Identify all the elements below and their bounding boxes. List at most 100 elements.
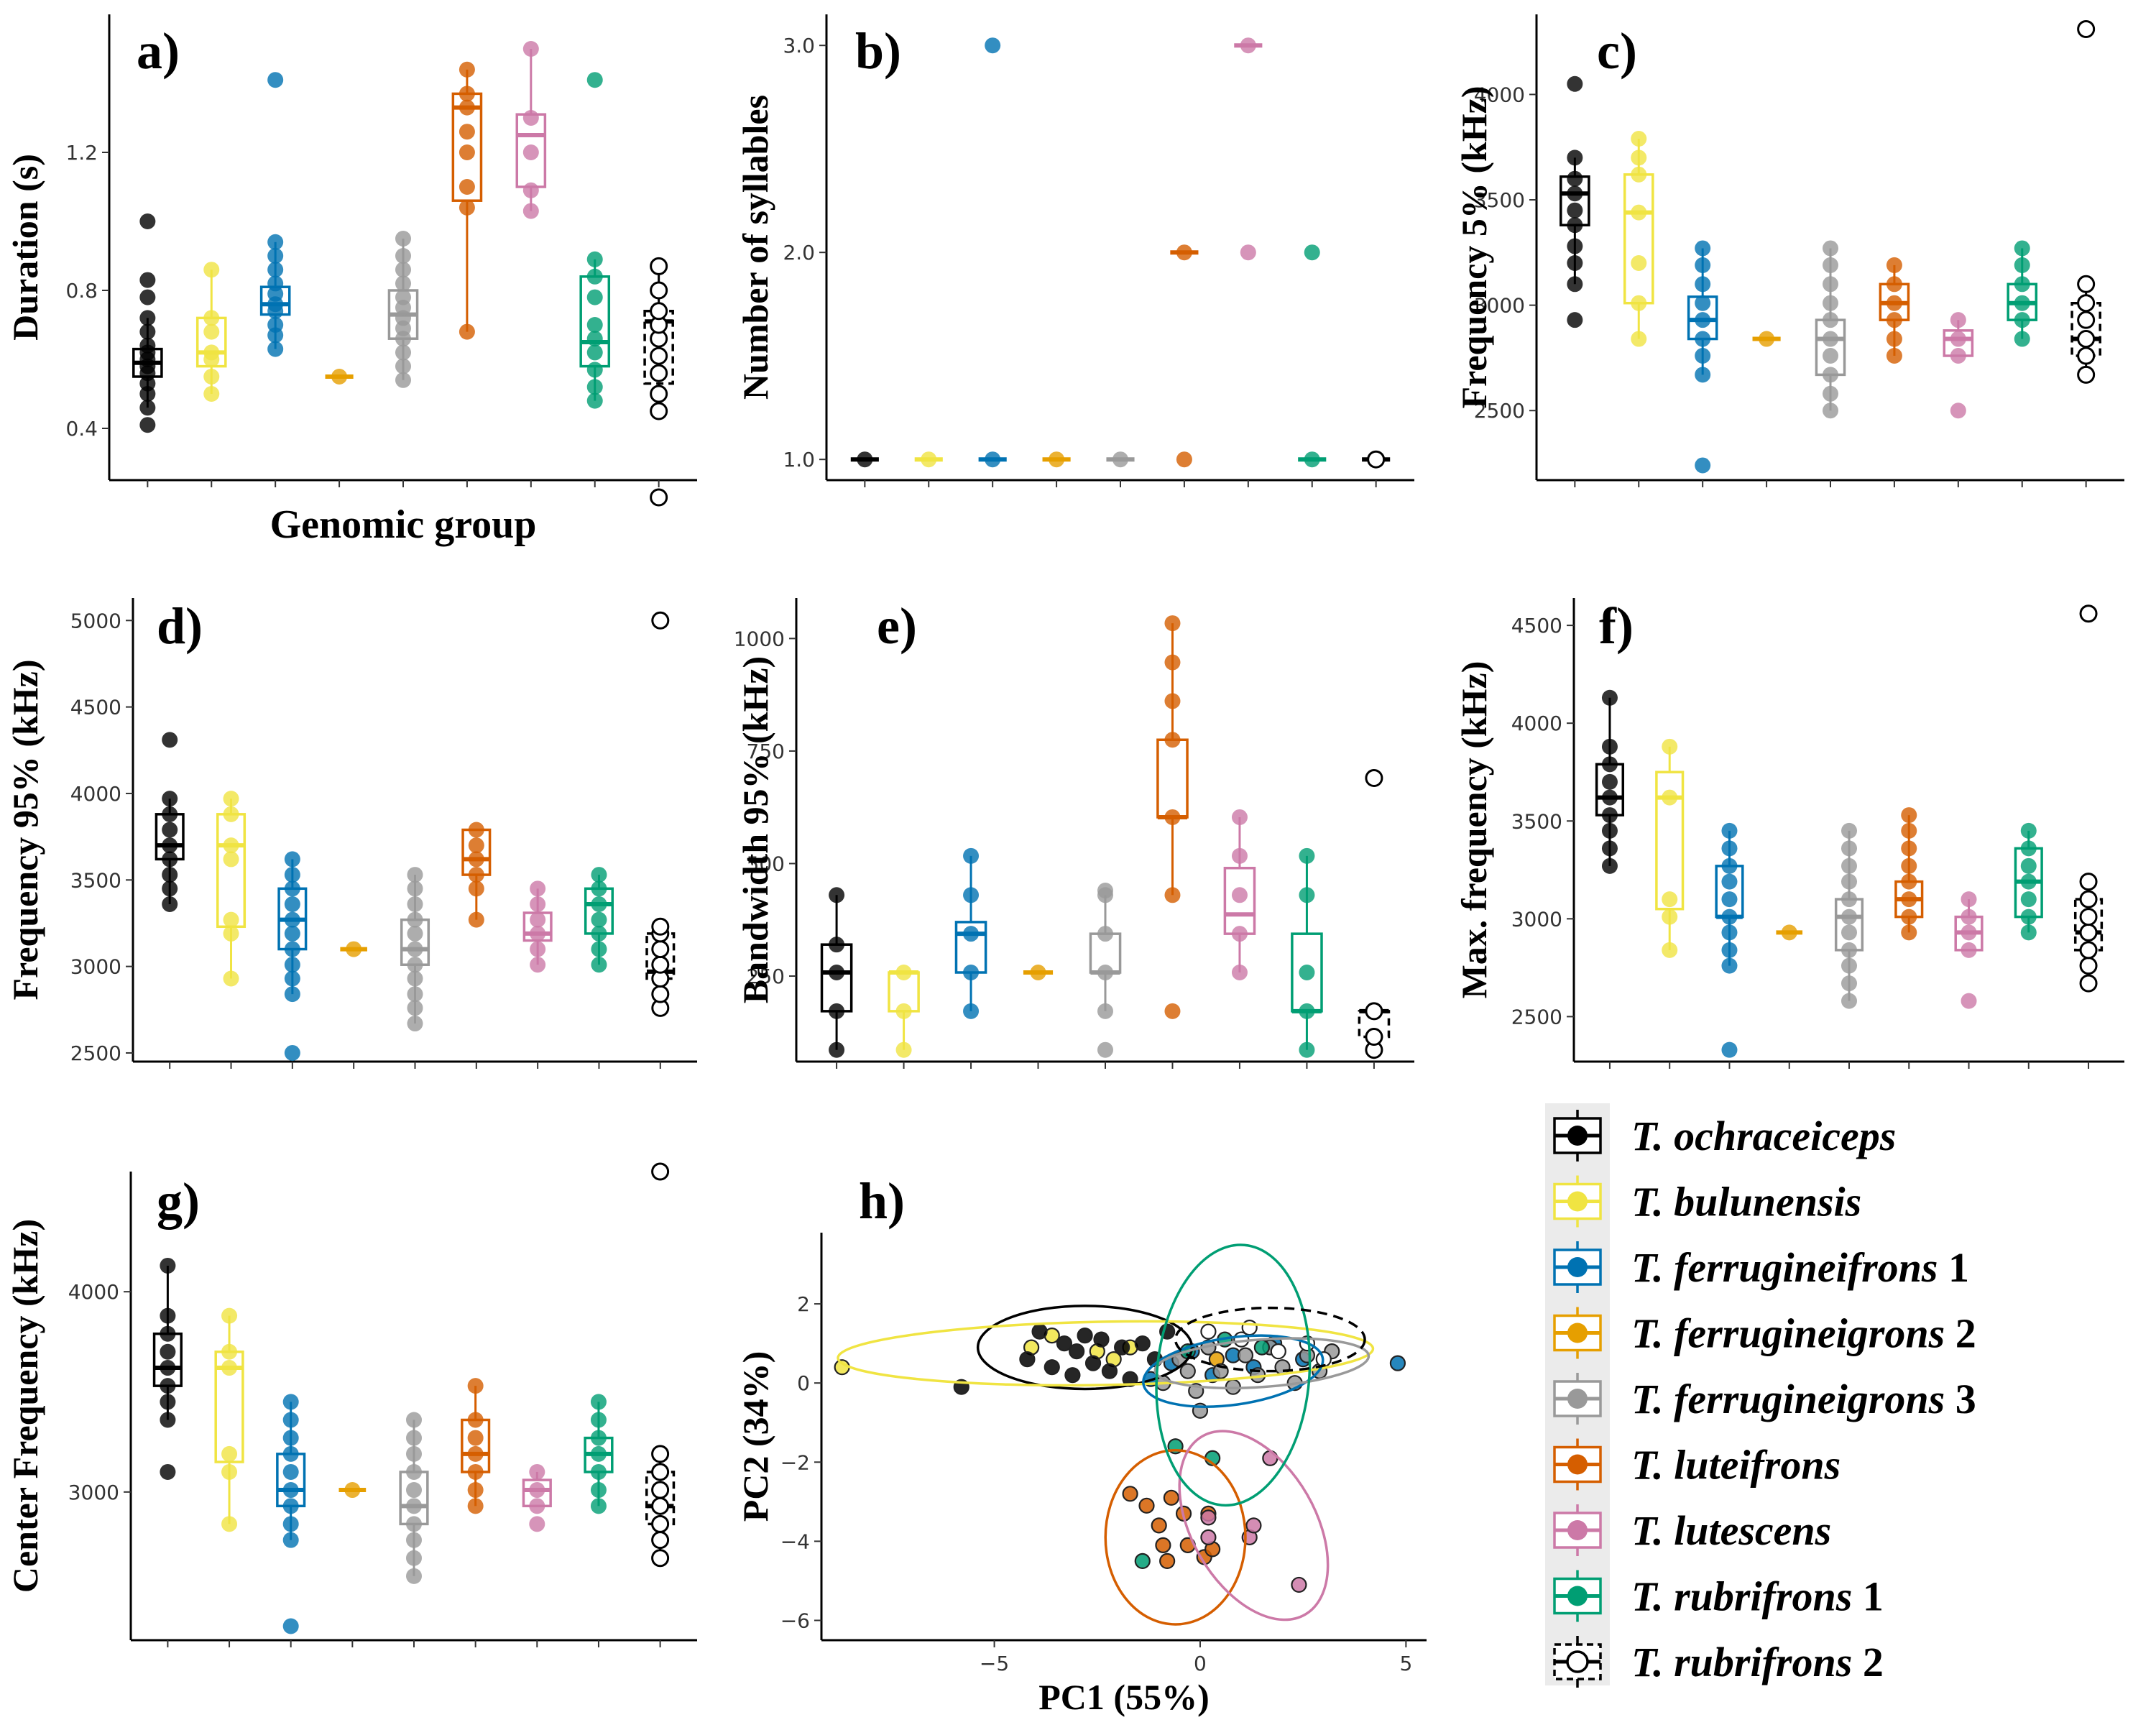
box-group-0	[152, 1257, 183, 1480]
data-point	[586, 317, 603, 333]
box-group-6	[1234, 37, 1263, 261]
box-group-0	[132, 213, 163, 433]
data-point	[406, 1498, 422, 1514]
data-point	[829, 965, 845, 981]
data-point	[895, 1003, 912, 1019]
data-point	[651, 1162, 670, 1181]
data-point	[467, 1412, 484, 1428]
data-point	[1662, 908, 1678, 925]
box-group-8	[1362, 450, 1391, 469]
y-tick-label: −2	[780, 1450, 810, 1474]
data-point	[267, 234, 284, 250]
y-axis-title: Center Frequency (kHz)	[5, 1219, 45, 1593]
data-point	[1304, 244, 1320, 261]
y-tick-label: 4500	[1511, 614, 1562, 638]
pca-point-group-5	[1151, 1517, 1167, 1534]
box	[216, 813, 247, 929]
data-point	[2014, 312, 2030, 328]
data-point	[160, 1257, 176, 1274]
data-point	[650, 402, 668, 420]
data-point	[162, 896, 178, 912]
data-point	[468, 837, 484, 854]
box-group-7	[1291, 847, 1323, 1058]
data-point	[1662, 738, 1678, 755]
data-point	[1367, 450, 1386, 469]
data-point	[2079, 890, 2098, 908]
data-point	[586, 72, 603, 88]
legend-point	[1567, 1520, 1588, 1540]
data-point	[160, 1307, 176, 1324]
data-point	[1097, 926, 1113, 942]
legend-label-number: 1	[1938, 1244, 1970, 1291]
data-point	[284, 896, 300, 912]
box-group-6	[522, 1463, 552, 1532]
data-point	[406, 1430, 422, 1446]
data-point	[162, 732, 178, 748]
data-point	[223, 851, 239, 868]
data-point	[1901, 891, 1917, 908]
confidence-ellipse-group-5	[1104, 1449, 1247, 1626]
data-point	[160, 1343, 176, 1360]
data-point	[1823, 348, 1838, 364]
data-point	[459, 124, 475, 140]
pca-point-group-0	[1044, 1359, 1060, 1376]
data-point	[223, 791, 239, 807]
data-point	[530, 896, 546, 912]
box-group-2	[276, 1394, 306, 1634]
data-point	[223, 837, 239, 854]
data-point	[139, 272, 156, 288]
data-point	[160, 1325, 176, 1342]
data-point	[586, 289, 603, 305]
data-point	[1823, 257, 1838, 273]
data-point	[1567, 202, 1583, 218]
data-point	[139, 400, 156, 416]
data-point	[590, 1412, 607, 1428]
legend-label: T. luteifrons	[1631, 1442, 1841, 1489]
legend-point	[1567, 1257, 1588, 1277]
data-point	[1631, 204, 1647, 221]
box-group-7	[2014, 822, 2043, 941]
panel-label: g)	[157, 1172, 200, 1230]
y-tick-label: 4000	[68, 1280, 119, 1304]
data-point	[203, 310, 220, 326]
box-group-3	[1042, 451, 1071, 468]
y-tick-label: 0.8	[65, 279, 98, 303]
data-point	[1365, 1002, 1383, 1021]
data-point	[522, 144, 539, 160]
y-tick-label: 2	[797, 1292, 810, 1316]
pca-point-group-0	[1077, 1328, 1093, 1344]
data-point	[651, 955, 670, 974]
data-point	[407, 911, 423, 928]
data-point	[829, 1041, 845, 1058]
data-point	[1567, 185, 1583, 202]
panel-label: h)	[859, 1172, 905, 1230]
legend-label: T. ochraceiceps	[1631, 1113, 1896, 1159]
data-point	[160, 1412, 176, 1428]
data-point	[591, 925, 607, 942]
data-point	[651, 985, 670, 1003]
data-point	[1631, 295, 1647, 311]
data-point	[406, 1532, 422, 1548]
data-point	[1901, 857, 1917, 874]
y-axis-title: Max. frequency (kHz)	[1454, 661, 1494, 999]
pca-point-group-6	[1200, 1509, 1217, 1526]
box-group-2	[1687, 240, 1718, 474]
data-point	[586, 344, 603, 361]
data-point	[467, 1463, 484, 1480]
pca-point-group-0	[1093, 1331, 1110, 1348]
box-group-4	[1089, 883, 1122, 1058]
pca-point-group-5	[1155, 1537, 1171, 1553]
box-group-5	[451, 61, 483, 340]
box-group-6	[522, 880, 553, 973]
legend: T. ochraceiceps T. bulunensis T. ferrugine…	[1545, 1103, 1976, 1688]
data-point	[963, 887, 980, 903]
data-point	[1662, 891, 1678, 908]
data-point	[1631, 166, 1647, 183]
legend-label: T. ferrugineifrons 1	[1631, 1244, 1969, 1291]
data-point	[1631, 254, 1647, 271]
data-point	[522, 110, 539, 126]
data-point	[282, 1394, 299, 1410]
data-point	[1231, 887, 1248, 903]
data-point	[963, 1003, 980, 1019]
pca-point-group-0	[1064, 1367, 1081, 1384]
